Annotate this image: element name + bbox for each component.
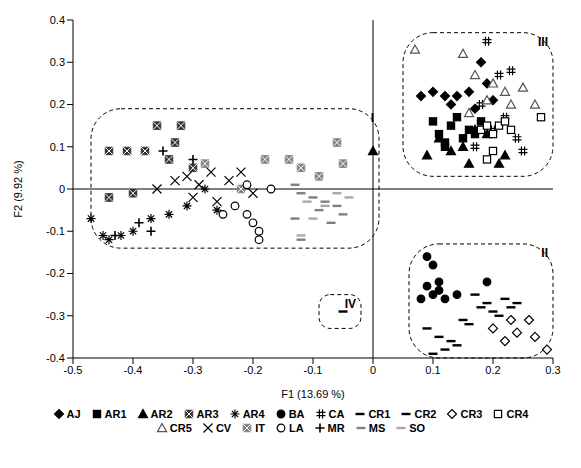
svg-text:0.3: 0.3 xyxy=(50,56,65,68)
html-text:CR5: CR5 xyxy=(169,422,192,434)
html-text:CV: CV xyxy=(215,422,232,434)
html-text:LA: LA xyxy=(288,422,304,434)
svg-text:0.3: 0.3 xyxy=(545,364,560,376)
html-text:CR3: CR3 xyxy=(460,408,483,420)
svg-text:F1 (13.69 %): F1 (13.69 %) xyxy=(281,388,345,400)
html-text:MR: MR xyxy=(327,422,345,434)
svg-text:0.2: 0.2 xyxy=(485,364,500,376)
svg-text:0.1: 0.1 xyxy=(50,141,65,153)
svg-text:0.2: 0.2 xyxy=(50,98,65,110)
html-text:AR3: AR3 xyxy=(196,408,219,420)
svg-text:0.4: 0.4 xyxy=(50,14,65,26)
html-text:AR1: AR1 xyxy=(104,408,127,420)
svg-text:-0.5: -0.5 xyxy=(64,364,83,376)
svg-text:-0.4: -0.4 xyxy=(124,364,143,376)
svg-text:0: 0 xyxy=(59,183,65,195)
svg-text:0.1: 0.1 xyxy=(425,364,440,376)
svg-text:-0.1: -0.1 xyxy=(304,364,323,376)
svg-text:F2 (9.92 %): F2 (9.92 %) xyxy=(12,160,24,217)
html-text:SO: SO xyxy=(409,422,426,434)
html-text:IT: IT xyxy=(255,422,265,434)
svg-text:-0.3: -0.3 xyxy=(184,364,203,376)
html-text:MS: MS xyxy=(368,422,386,434)
svg-text:III: III xyxy=(538,35,548,49)
html-text:CR1: CR1 xyxy=(368,408,391,420)
html-text:CR2: CR2 xyxy=(414,408,437,420)
html-text:AR4: AR4 xyxy=(242,408,265,420)
html-text:AR2: AR2 xyxy=(150,408,173,420)
svg-text:IV: IV xyxy=(345,297,356,311)
svg-text:-0.2: -0.2 xyxy=(244,364,263,376)
svg-text:-0.3: -0.3 xyxy=(46,310,65,322)
svg-text:II: II xyxy=(541,246,548,260)
html-text:BA: BA xyxy=(288,408,305,420)
html-text:AJ: AJ xyxy=(66,408,81,420)
html-text:CA: CA xyxy=(328,408,345,420)
svg-text:-0.4: -0.4 xyxy=(46,352,65,364)
svg-text:0: 0 xyxy=(370,364,376,376)
svg-text:I: I xyxy=(371,111,374,125)
svg-text:-0.1: -0.1 xyxy=(46,225,65,237)
html-text:CR4: CR4 xyxy=(506,408,529,420)
svg-text:-0.2: -0.2 xyxy=(46,267,65,279)
